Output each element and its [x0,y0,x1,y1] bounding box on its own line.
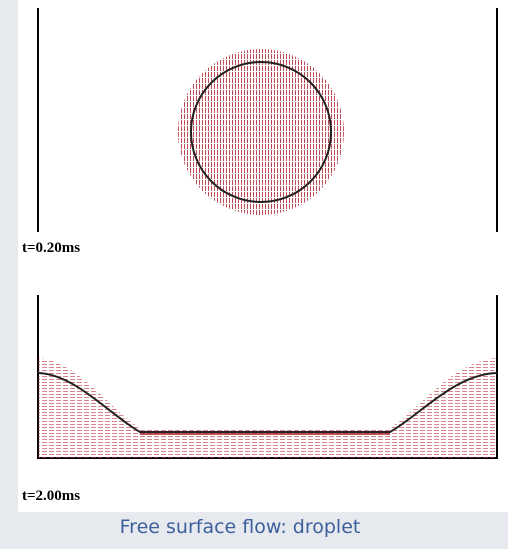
time-label: t=2.00ms [22,488,80,504]
caption: Free surface flow: droplet [120,516,361,538]
time-label: t=0.20ms [22,240,80,256]
figure: t=0.20ms t=2.00ms Free surface flow: dro… [0,0,508,544]
